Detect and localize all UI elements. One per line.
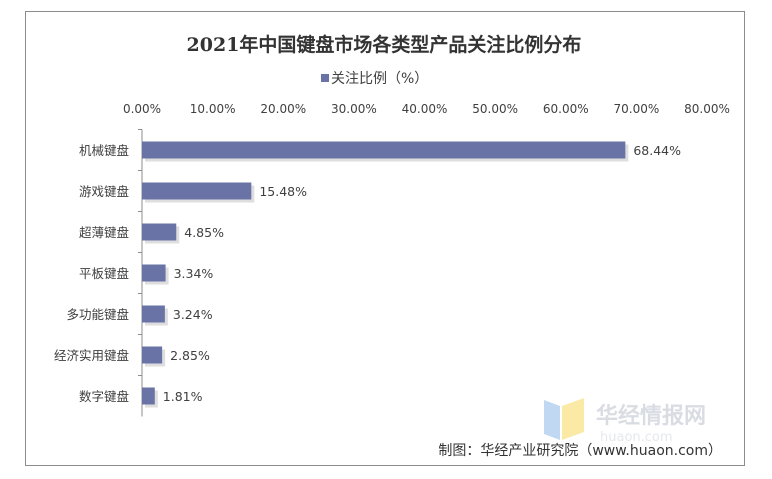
legend-label: 关注比例（%） [331,71,428,87]
x-tick-label: 40.00% [402,102,448,116]
category-label: 机械键盘 [79,143,129,158]
category-label: 多功能键盘 [66,307,129,322]
category-label: 超薄键盘 [79,225,129,240]
watermark-subtext: huaon.com [600,430,673,445]
category-label: 平板键盘 [79,266,129,281]
watermark: 华经情报网 huaon.com [544,398,706,445]
bar [142,223,177,241]
bar [142,346,163,364]
watermark-logo-blue [544,400,560,440]
data-label: 3.24% [173,307,213,322]
category-label: 数字键盘 [79,389,129,404]
x-tick-label: 20.00% [260,102,306,116]
bars: 机械键盘 68.44% 游戏键盘 15.48% 超薄键盘 4.85% 平板键盘 3.34% 多功… [54,129,681,408]
x-tick-label: 70.00% [613,102,659,116]
data-label: 4.85% [184,225,224,240]
legend: 关注比例（%） [321,71,428,87]
watermark-text: 华经情报网 [596,403,706,429]
source-note: 制图：华经产业研究院（www.huaon.com） [438,443,722,459]
data-label: 3.34% [174,266,214,281]
x-tick-label: 30.00% [331,102,377,116]
category-label: 经济实用键盘 [54,348,129,363]
data-label: 68.44% [633,143,681,158]
bar [142,182,252,200]
x-tick-label: 50.00% [472,102,518,116]
x-tick-label: 10.00% [190,102,236,116]
x-tick-label: 80.00% [684,102,730,116]
bar [142,305,165,323]
x-tick-label: 0.00% [123,102,161,116]
x-axis-ticks: 0.00% 10.00% 20.00% 30.00% 40.00% 50.00% 60.00… [123,102,730,116]
bar [142,264,166,282]
data-label: 1.81% [163,389,203,404]
x-tick-label: 60.00% [543,102,589,116]
legend-swatch [321,74,329,82]
watermark-logo-yellow [562,398,584,440]
category-label: 游戏键盘 [79,184,129,199]
data-label: 2.85% [170,348,210,363]
data-label: 15.48% [259,184,307,199]
bar [142,141,626,159]
chart-title: 2021年中国键盘市场各类型产品关注比例分布 [187,33,582,56]
bar [142,387,155,405]
